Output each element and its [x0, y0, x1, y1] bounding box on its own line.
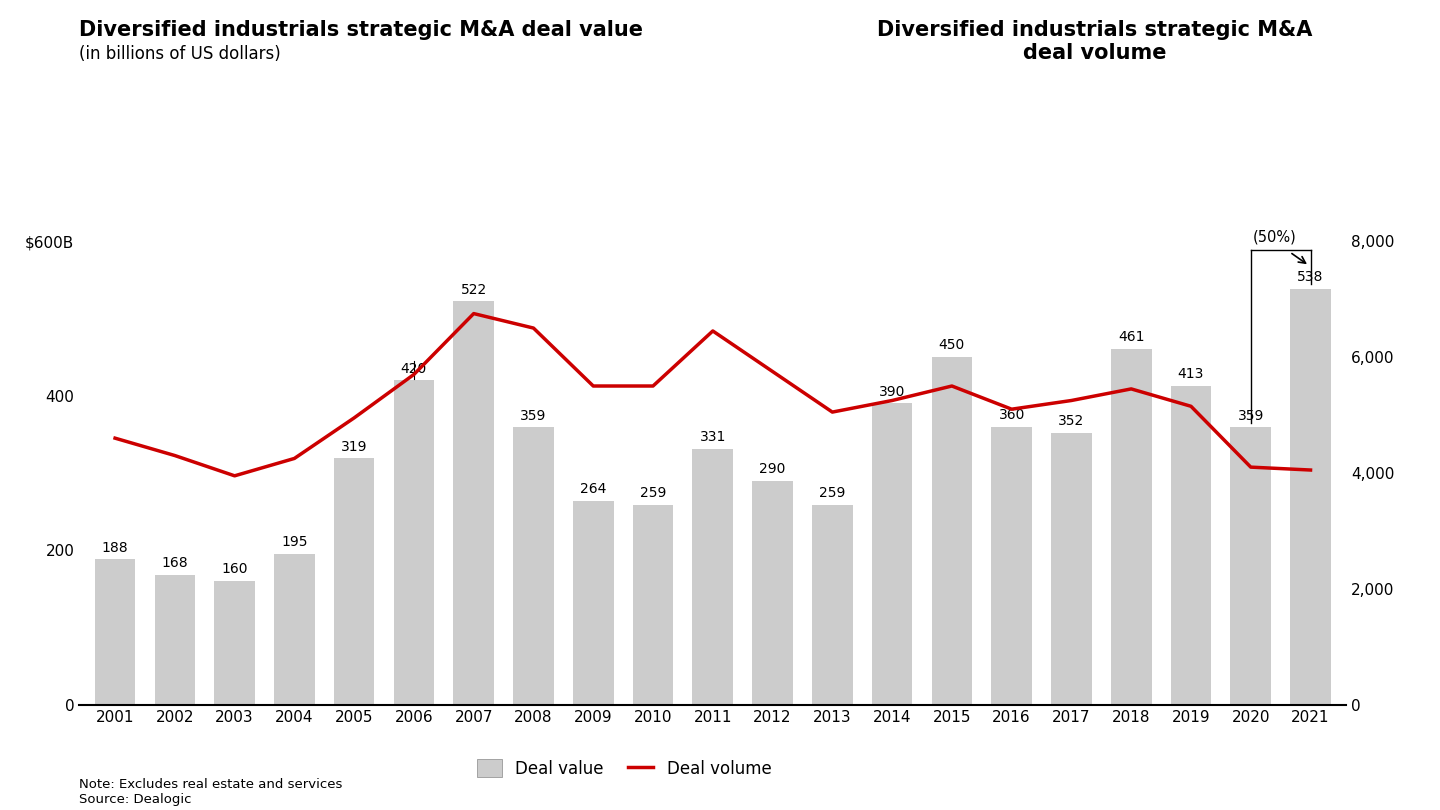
Text: 359: 359 [520, 409, 547, 423]
Bar [274, 554, 315, 705]
Bar [932, 357, 972, 705]
Bar [752, 480, 793, 705]
Text: 359: 359 [1237, 409, 1264, 423]
Bar [991, 427, 1032, 705]
Text: 264: 264 [580, 482, 606, 496]
Bar [1171, 386, 1211, 705]
Bar [1051, 433, 1092, 705]
Bar [693, 449, 733, 705]
Bar [95, 560, 135, 705]
Bar [393, 380, 435, 705]
Bar [154, 575, 196, 705]
Bar [215, 581, 255, 705]
Text: 360: 360 [998, 408, 1025, 422]
Bar [513, 428, 554, 705]
Text: Diversified industrials strategic M&A
deal volume: Diversified industrials strategic M&A de… [877, 20, 1312, 63]
Text: (in billions of US dollars): (in billions of US dollars) [79, 45, 281, 62]
Text: 352: 352 [1058, 414, 1084, 428]
Bar [573, 501, 613, 705]
Text: 538: 538 [1297, 271, 1323, 284]
Text: 195: 195 [281, 535, 308, 549]
Text: 522: 522 [461, 283, 487, 296]
Bar [1230, 428, 1272, 705]
Text: 259: 259 [819, 486, 845, 500]
Text: 331: 331 [700, 430, 726, 445]
Text: 160: 160 [222, 562, 248, 577]
Text: 450: 450 [939, 339, 965, 352]
Bar [334, 458, 374, 705]
Bar [454, 301, 494, 705]
Bar [632, 505, 674, 705]
Bar [871, 403, 913, 705]
Text: 168: 168 [161, 556, 189, 570]
Bar [812, 505, 852, 705]
Text: Note: Excludes real estate and services
Source: Dealogic: Note: Excludes real estate and services … [79, 778, 343, 806]
Text: 319: 319 [341, 440, 367, 454]
Text: 413: 413 [1178, 367, 1204, 381]
Text: 420: 420 [400, 361, 428, 376]
Text: 259: 259 [639, 486, 667, 500]
Text: (50%): (50%) [1253, 229, 1296, 245]
Bar [1290, 289, 1331, 705]
Text: 461: 461 [1117, 330, 1145, 344]
Text: 290: 290 [759, 462, 786, 476]
Text: 188: 188 [102, 541, 128, 555]
Bar [1110, 348, 1152, 705]
Text: 390: 390 [878, 385, 906, 399]
Text: Diversified industrials strategic M&A deal value: Diversified industrials strategic M&A de… [79, 20, 644, 40]
Legend: Deal value, Deal volume: Deal value, Deal volume [469, 752, 778, 784]
